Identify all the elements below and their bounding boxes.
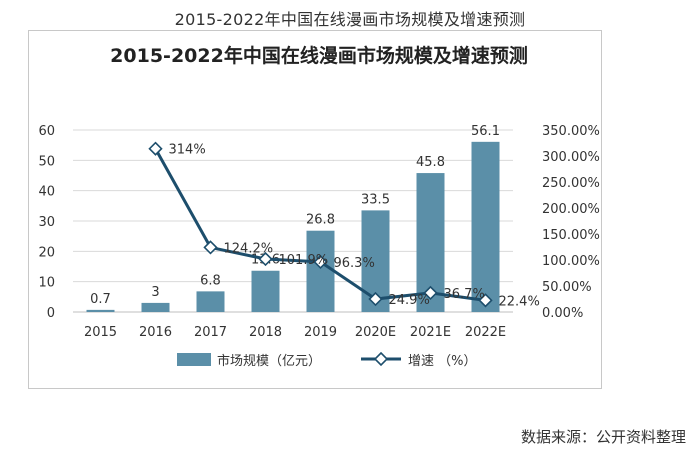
growth-data-label: 22.4% — [499, 294, 540, 309]
bar-data-label: 33.5 — [361, 192, 390, 207]
x-tick-label: 2015 — [84, 325, 117, 340]
y-left-tick-label: 60 — [38, 124, 55, 139]
growth-marker — [258, 251, 273, 267]
legend-line-marker — [373, 351, 389, 367]
growth-data-label: 24.9% — [389, 293, 430, 308]
x-tick-label: 2016 — [139, 325, 172, 340]
bar-data-label: 56.1 — [471, 124, 500, 139]
bar-data-label: 3 — [151, 285, 159, 300]
bar — [196, 291, 225, 312]
growth-marker — [148, 141, 163, 156]
y-right-tick-label: 250.00% — [542, 176, 600, 191]
bar — [141, 302, 170, 312]
y-right-tick-label: 100.00% — [542, 254, 600, 269]
x-tick-label: 2022E — [465, 325, 506, 340]
growth-data-label: 96.3% — [334, 256, 375, 271]
y-right-tick-label: 300.00% — [542, 150, 600, 165]
bar — [251, 270, 280, 312]
y-right-tick-label: 350.00% — [542, 124, 600, 139]
legend-line-label: 增速 （%） — [408, 354, 477, 369]
legend-bar-label: 市场规模（亿元） — [217, 353, 321, 369]
growth-marker — [368, 291, 383, 307]
growth-data-label: 314% — [169, 143, 206, 158]
bar-data-label: 26.8 — [306, 213, 335, 228]
y-right-tick-label: 50.00% — [542, 280, 592, 295]
chart-frame: 2015-2022年中国在线漫画市场规模及增速预测 0 10 20 30 40 50 60 0… — [28, 30, 602, 389]
x-tick-label: 2017 — [194, 325, 227, 340]
growth-data-label: 101.9% — [279, 253, 329, 268]
bar-data-label: 6.8 — [200, 273, 221, 288]
y-right-tick-label: 0.00% — [542, 306, 583, 321]
y-left-tick-label: 50 — [38, 154, 55, 169]
y-left-tick-label: 30 — [38, 215, 55, 230]
growth-data-label: 36.7% — [444, 287, 485, 302]
bar — [86, 309, 115, 312]
chart-title: 2015-2022年中国在线漫画市场规模及增速预测 — [110, 45, 528, 67]
chart-plot: 0 10 20 30 40 50 60 0.00% 50.00% 100.00% 150.00% 20… — [38, 124, 600, 369]
y-left-tick-label: 0 — [47, 306, 55, 321]
bar-data-label: 0.7 — [90, 292, 111, 307]
x-tick-label: 2020E — [355, 325, 396, 340]
x-tick-label: 2021E — [410, 325, 451, 340]
y-left-tick-label: 40 — [38, 185, 55, 200]
x-tick-label: 2019 — [304, 325, 337, 340]
growth-marker — [203, 240, 218, 255]
bar — [471, 141, 500, 312]
growth-data-label: 124.2% — [224, 241, 274, 256]
page-title: 2015-2022年中国在线漫画市场规模及增速预测 — [174, 10, 526, 29]
y-right-tick-label: 150.00% — [542, 228, 600, 243]
y-left-tick-label: 10 — [38, 276, 55, 291]
y-right-tick-label: 200.00% — [542, 202, 600, 217]
growth-marker — [313, 254, 328, 270]
source-note: 数据来源：公开资料整理 — [520, 428, 686, 446]
bar — [306, 230, 335, 312]
y-left-tick-label: 20 — [38, 245, 55, 260]
bar-data-label: 45.8 — [416, 155, 445, 170]
growth-marker — [478, 293, 493, 308]
growth-marker — [423, 285, 438, 301]
legend-bar-swatch — [177, 353, 211, 366]
x-tick-label: 2018 — [249, 325, 282, 340]
